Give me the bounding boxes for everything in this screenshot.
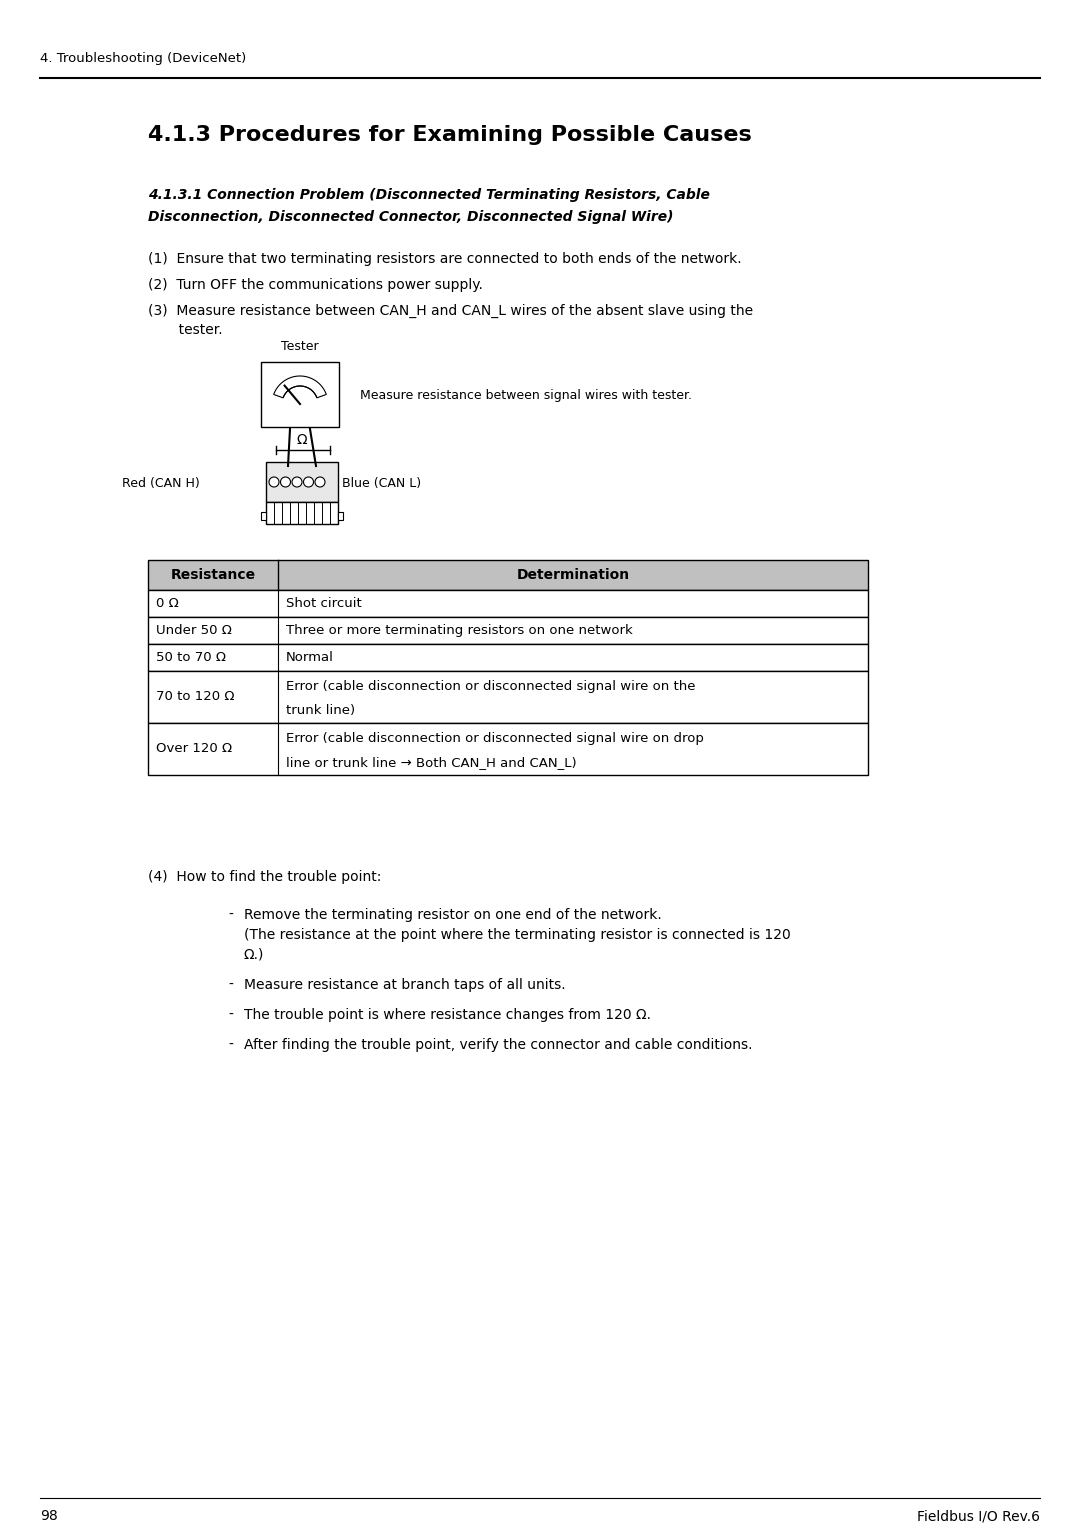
Text: 0 Ω: 0 Ω [156,597,179,610]
Text: (1)  Ensure that two terminating resistors are connected to both ends of the net: (1) Ensure that two terminating resistor… [148,252,742,266]
Text: Ω: Ω [297,432,308,448]
Text: -: - [228,978,233,992]
Text: Tester: Tester [281,341,319,353]
Text: -: - [228,1008,233,1022]
Circle shape [303,477,313,487]
Text: Resistance: Resistance [171,568,256,582]
Circle shape [292,477,302,487]
Text: (The resistance at the point where the terminating resistor is connected is 120: (The resistance at the point where the t… [244,927,791,941]
Text: Disconnection, Disconnected Connector, Disconnected Signal Wire): Disconnection, Disconnected Connector, D… [148,209,674,225]
Text: (3)  Measure resistance between CAN_H and CAN_L wires of the absent slave using : (3) Measure resistance between CAN_H and… [148,304,753,318]
Text: -: - [228,1038,233,1051]
Bar [148,559,868,590]
Text: 50 to 70 Ω: 50 to 70 Ω [156,651,226,665]
Text: Remove the terminating resistor on one end of the network.: Remove the terminating resistor on one e… [244,908,662,921]
Text: line or trunk line → Both CAN_H and CAN_L): line or trunk line → Both CAN_H and CAN_… [286,756,577,769]
Text: Blue (CAN L): Blue (CAN L) [342,477,421,489]
Text: After finding the trouble point, verify the connector and cable conditions.: After finding the trouble point, verify … [244,1038,753,1051]
Text: (4)  How to find the trouble point:: (4) How to find the trouble point: [148,869,381,885]
Polygon shape [273,376,326,397]
Text: trunk line): trunk line) [286,704,355,717]
Text: Normal: Normal [286,651,334,665]
Text: 4. Troubleshooting (DeviceNet): 4. Troubleshooting (DeviceNet) [40,52,246,66]
Bar [285,466,296,486]
Bar [261,362,339,426]
Circle shape [269,477,279,487]
Circle shape [315,477,325,487]
Text: 4.1.3 Procedures for Examining Possible Causes: 4.1.3 Procedures for Examining Possible … [148,125,752,145]
Bar [338,512,343,520]
Text: -: - [228,908,233,921]
Text: The trouble point is where resistance changes from 120 Ω.: The trouble point is where resistance ch… [244,1008,651,1022]
Bar [148,617,868,643]
Text: Determination: Determination [516,568,630,582]
Bar [261,512,266,520]
Text: Three or more terminating resistors on one network: Three or more terminating resistors on o… [286,623,633,637]
Text: Shot circuit: Shot circuit [286,597,362,610]
Text: Red (CAN H): Red (CAN H) [122,477,200,489]
Text: Error (cable disconnection or disconnected signal wire on drop: Error (cable disconnection or disconnect… [286,732,704,746]
Text: tester.: tester. [148,322,222,338]
Text: (2)  Turn OFF the communications power supply.: (2) Turn OFF the communications power su… [148,278,483,292]
Bar [148,723,868,775]
Text: Ω.): Ω.) [244,947,265,963]
Text: 98: 98 [40,1510,57,1523]
Bar [266,503,338,524]
Bar [148,590,868,617]
Bar [148,643,868,671]
Text: Measure resistance at branch taps of all units.: Measure resistance at branch taps of all… [244,978,566,992]
Text: Fieldbus I/O Rev.6: Fieldbus I/O Rev.6 [917,1510,1040,1523]
Text: Under 50 Ω: Under 50 Ω [156,623,232,637]
Bar [308,465,319,484]
Text: Over 120 Ω: Over 120 Ω [156,743,232,755]
Text: 4.1.3.1 Connection Problem (Disconnected Terminating Resistors, Cable: 4.1.3.1 Connection Problem (Disconnected… [148,188,710,202]
Bar [266,461,338,503]
Text: Error (cable disconnection or disconnected signal wire on the: Error (cable disconnection or disconnect… [286,680,696,694]
Text: 70 to 120 Ω: 70 to 120 Ω [156,691,234,703]
Circle shape [281,477,291,487]
Text: Measure resistance between signal wires with tester.: Measure resistance between signal wires … [360,388,692,402]
Bar [148,671,868,723]
